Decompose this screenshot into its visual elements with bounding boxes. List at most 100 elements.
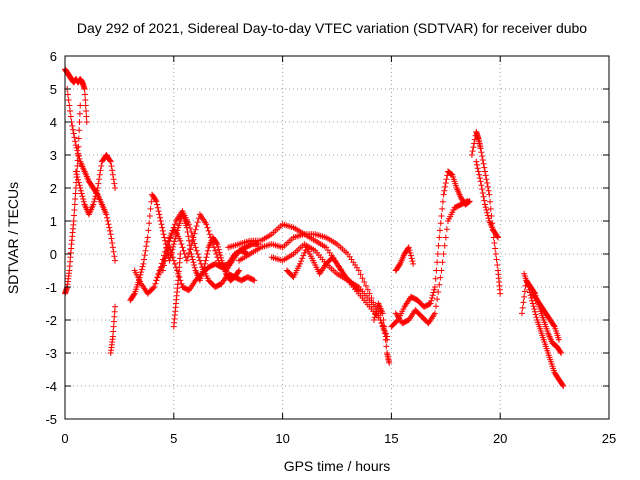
data-point <box>434 251 441 257</box>
data-point <box>439 205 446 212</box>
data-point <box>80 196 87 202</box>
data-point <box>386 359 393 366</box>
x-tick-label: 0 <box>61 431 68 446</box>
data-point <box>194 251 201 257</box>
data-point <box>191 262 198 268</box>
data-point <box>151 284 158 290</box>
data-point <box>192 226 199 233</box>
data-point <box>479 189 486 196</box>
series-arc-s <box>468 128 504 297</box>
data-point <box>442 234 449 241</box>
data-point <box>150 285 157 292</box>
data-point <box>355 287 362 294</box>
data-point <box>161 234 168 241</box>
data-point <box>474 165 481 172</box>
data-point <box>75 176 82 183</box>
data-point <box>154 204 161 211</box>
data-point <box>94 185 101 191</box>
data-point <box>429 292 436 299</box>
data-point <box>208 237 215 244</box>
data-point <box>95 180 102 187</box>
data-point <box>192 244 199 251</box>
data-point <box>69 126 76 133</box>
data-point <box>426 301 433 308</box>
data-point <box>366 290 373 297</box>
data-point <box>69 122 76 129</box>
data-point <box>157 214 164 221</box>
data-point <box>169 227 176 234</box>
data-point <box>430 289 437 296</box>
series-arc-k <box>225 221 391 343</box>
data-point <box>442 183 449 190</box>
data-point <box>188 242 195 249</box>
data-points <box>62 66 567 389</box>
data-point <box>299 255 306 262</box>
data-point <box>432 275 439 282</box>
data-point <box>106 157 113 164</box>
data-point <box>354 286 361 293</box>
data-point <box>66 102 73 109</box>
data-point <box>168 231 175 238</box>
data-point <box>477 145 484 152</box>
data-point <box>104 214 111 221</box>
data-point <box>480 193 487 200</box>
data-point <box>251 277 258 284</box>
data-point <box>166 244 173 251</box>
data-point <box>440 191 447 198</box>
data-point <box>177 237 184 244</box>
series-arc-a <box>62 66 90 125</box>
data-point <box>495 234 502 241</box>
data-point <box>482 204 489 211</box>
data-point <box>434 296 441 303</box>
data-point <box>406 247 413 254</box>
data-point <box>370 317 377 323</box>
data-point <box>76 119 83 125</box>
data-point <box>382 336 389 343</box>
data-point <box>191 264 198 271</box>
data-point <box>92 193 99 200</box>
data-point <box>382 330 389 337</box>
grid-lines <box>65 56 609 419</box>
data-point <box>533 314 540 321</box>
data-point <box>364 286 371 293</box>
data-point <box>486 191 493 198</box>
data-point <box>476 175 483 182</box>
data-point <box>167 254 174 261</box>
data-point <box>91 198 98 205</box>
data-point <box>300 252 307 259</box>
data-point <box>97 167 104 174</box>
data-point <box>479 156 486 163</box>
data-point <box>409 258 416 265</box>
data-point <box>155 271 162 278</box>
data-point <box>75 143 82 150</box>
data-point <box>492 251 499 257</box>
data-point <box>519 304 526 311</box>
data-point <box>483 176 490 183</box>
data-point <box>521 293 528 300</box>
data-point <box>141 256 148 263</box>
data-point <box>145 227 152 234</box>
x-tick-label: 10 <box>275 431 289 446</box>
data-point <box>205 227 212 234</box>
data-point <box>111 180 118 187</box>
data-point <box>532 308 539 315</box>
data-point <box>555 336 562 343</box>
y-tick-label: -1 <box>45 280 57 295</box>
data-point <box>148 198 155 205</box>
data-point <box>440 251 447 257</box>
data-point <box>146 213 153 220</box>
data-point <box>146 220 153 227</box>
data-point <box>189 232 196 239</box>
data-point <box>379 322 386 329</box>
data-point <box>193 222 200 229</box>
axis-ticks: 0 5 10 15 20 25 -5 -4 -3 -2 -1 0 1 2 3 4 5 6 <box>45 49 616 446</box>
data-point <box>484 212 491 219</box>
plot-frame <box>64 55 610 420</box>
data-point <box>158 221 165 228</box>
data-point <box>384 333 391 340</box>
data-point <box>74 163 81 169</box>
series-arc-r <box>392 198 471 327</box>
data-point <box>301 249 308 256</box>
data-point <box>81 86 88 92</box>
data-point <box>71 201 78 208</box>
